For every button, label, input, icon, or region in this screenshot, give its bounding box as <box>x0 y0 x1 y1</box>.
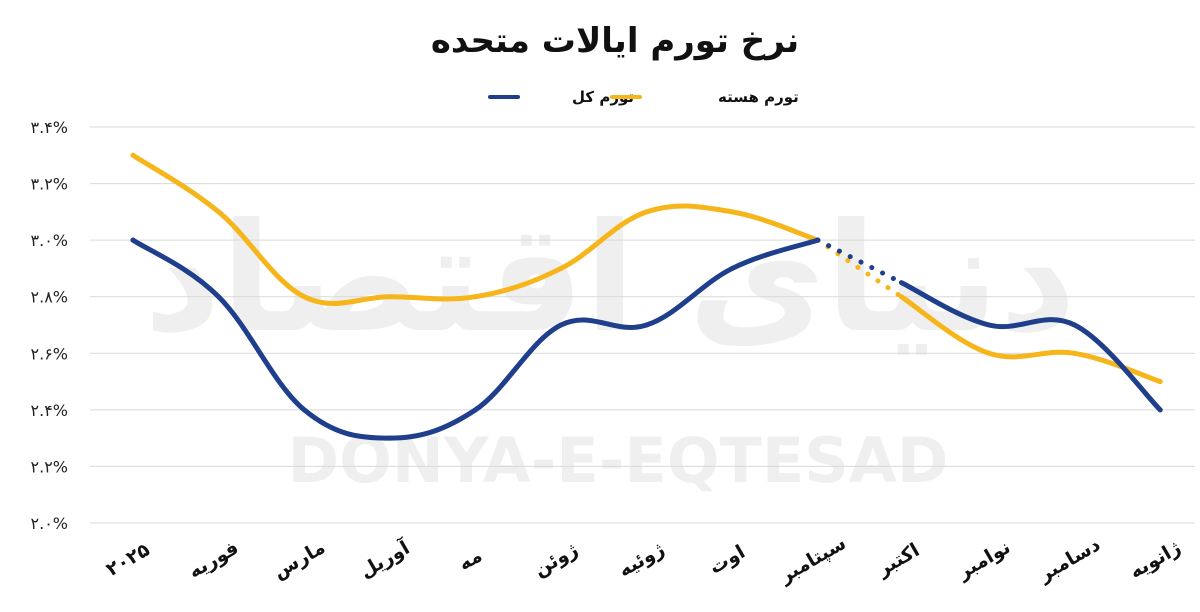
series-headline-point <box>130 237 136 243</box>
series-core-point <box>472 294 478 300</box>
x-tick-label: مارس <box>269 536 329 583</box>
x-tick-label: آوریل <box>355 535 414 583</box>
gridlines <box>90 126 1195 524</box>
series-lines <box>130 152 1163 441</box>
x-tick-label: فوریه <box>185 537 243 583</box>
y-axis-ticks: ۲.۰% ۲.۲% ۲.۴% ۲.۶% ۲.۸% ۳.۰% ۳.۲% ۳.۴% <box>31 118 68 533</box>
x-tick-label: ژانویه <box>1126 536 1185 583</box>
series-headline-line-part2 <box>898 280 1163 413</box>
y-tick-label: ۲.۸% <box>31 288 68 307</box>
series-headline-point <box>986 322 992 328</box>
series-headline-point <box>644 322 650 328</box>
series-core-point <box>558 265 564 271</box>
legend: تورم کل تورم هسته <box>488 88 799 106</box>
series-core-point <box>216 209 222 215</box>
series-headline-point <box>387 435 393 441</box>
watermark-latin-text: DONYA-E-EQTESAD <box>288 424 949 497</box>
series-core-point <box>729 209 735 215</box>
series-headline-point <box>216 294 222 300</box>
x-tick-label: ۲۰۲۵ <box>102 538 154 580</box>
series-headline-point <box>301 407 307 413</box>
x-tick-label: ژوئن <box>530 539 582 582</box>
series-headline-point <box>1072 322 1078 328</box>
x-tick-label: مه <box>455 544 486 575</box>
watermark-persian-text: دنیای اقتصاد <box>144 192 1077 366</box>
chart-title: نرخ تورم ایالات متحده <box>431 21 799 61</box>
series-core-point <box>1157 379 1163 385</box>
x-tick-label: نوامبر <box>953 536 1014 584</box>
y-tick-label: ۳.۲% <box>31 175 68 194</box>
x-tick-label: سپتامبر <box>775 532 850 588</box>
x-axis-ticks: ۲۰۲۵ فوریه مارس آوریل مه ژوئن ژوئیه اوت سپتامبر ا… <box>102 532 1184 588</box>
y-tick-label: ۳.۴% <box>31 118 68 137</box>
series-core-point <box>1072 350 1078 356</box>
series-headline-point <box>558 322 564 328</box>
x-tick-label: ژوئیه <box>615 538 669 582</box>
y-tick-label: ۲.۰% <box>31 514 68 533</box>
y-tick-label: ۲.۶% <box>31 344 68 363</box>
series-headline-point <box>729 265 735 271</box>
y-tick-label: ۲.۲% <box>31 457 68 476</box>
series-headline-point <box>815 237 821 243</box>
legend-label-headline: تورم کل <box>572 88 634 106</box>
legend-label-core: تورم هسته <box>718 88 799 106</box>
x-tick-label: اوت <box>705 541 748 579</box>
series-headline-point <box>1157 407 1163 413</box>
series-core-point <box>387 294 393 300</box>
series-headline-point <box>472 407 478 413</box>
series-core-dotted-segment <box>815 237 904 300</box>
series-core-point <box>644 209 650 215</box>
series-core-point <box>986 350 992 356</box>
series-core-point <box>130 152 136 158</box>
x-tick-label: دسامبر <box>1034 533 1104 586</box>
x-tick-label: اکتبر <box>873 539 924 581</box>
series-headline-dotted-segment <box>815 237 904 286</box>
y-tick-label: ۳.۰% <box>31 231 68 250</box>
series-core-point <box>301 294 307 300</box>
y-tick-label: ۲.۴% <box>31 401 68 420</box>
